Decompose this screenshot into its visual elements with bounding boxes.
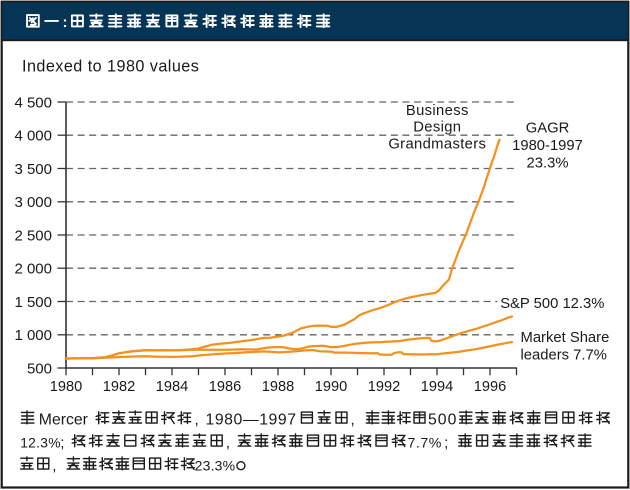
svg-text:S&P 500 12.3%: S&P 500 12.3%: [500, 296, 604, 312]
svg-text:Market Share: Market Share: [521, 330, 610, 346]
svg-text:1 500: 1 500: [14, 294, 52, 311]
svg-text:23.3%: 23.3%: [195, 458, 236, 474]
svg-text::: :: [63, 14, 68, 31]
svg-text:1996: 1996: [474, 379, 506, 395]
svg-text:,: ,: [52, 458, 56, 475]
svg-text:23.3%: 23.3%: [527, 156, 569, 172]
svg-text:1980: 1980: [50, 379, 82, 395]
svg-text:7.7%: 7.7%: [408, 436, 442, 452]
svg-text:1988: 1988: [262, 379, 294, 395]
svg-text:1980-1997: 1980-1997: [512, 138, 583, 154]
svg-text:1980—1997: 1980—1997: [206, 412, 297, 429]
svg-text:3 000: 3 000: [14, 194, 52, 211]
svg-text:2 500: 2 500: [14, 227, 52, 244]
svg-text:1986: 1986: [209, 379, 241, 395]
svg-text:Indexed to 1980 values: Indexed to 1980 values: [22, 57, 199, 75]
svg-text:Business: Business: [406, 103, 469, 119]
svg-text:3 500: 3 500: [14, 161, 52, 178]
svg-text:;: ;: [444, 435, 448, 452]
svg-text:500: 500: [428, 412, 457, 429]
svg-text:2 000: 2 000: [14, 261, 52, 278]
svg-text:Mercer: Mercer: [39, 412, 88, 429]
svg-text:;: ;: [60, 435, 64, 452]
svg-text:1984: 1984: [156, 379, 188, 395]
svg-text:,: ,: [226, 435, 230, 452]
svg-text:4 500: 4 500: [14, 94, 52, 111]
svg-text:Design: Design: [413, 120, 461, 136]
svg-text:Grandmasters: Grandmasters: [388, 137, 486, 153]
svg-text:GAGR: GAGR: [526, 121, 570, 137]
svg-text:1994: 1994: [421, 379, 453, 395]
svg-text:4 000: 4 000: [14, 128, 52, 145]
svg-text:12.3%: 12.3%: [20, 436, 61, 451]
svg-text:1 000: 1 000: [14, 327, 52, 344]
svg-text:1982: 1982: [103, 379, 135, 395]
svg-text:1990: 1990: [315, 379, 347, 395]
svg-text:1992: 1992: [368, 379, 400, 395]
svg-text:,: ,: [351, 412, 355, 429]
svg-text:,: ,: [195, 412, 199, 429]
svg-text:500: 500: [27, 360, 52, 377]
svg-text:leaders 7.7%: leaders 7.7%: [521, 347, 607, 363]
